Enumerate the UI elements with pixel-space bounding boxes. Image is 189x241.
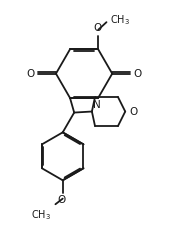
Text: O: O [26,69,35,79]
Text: O: O [129,107,137,116]
Text: O: O [93,23,101,33]
Text: O: O [58,195,66,205]
Text: N: N [93,100,101,110]
Text: CH$_3$: CH$_3$ [31,208,51,222]
Text: O: O [134,69,142,79]
Text: CH$_3$: CH$_3$ [110,13,130,27]
